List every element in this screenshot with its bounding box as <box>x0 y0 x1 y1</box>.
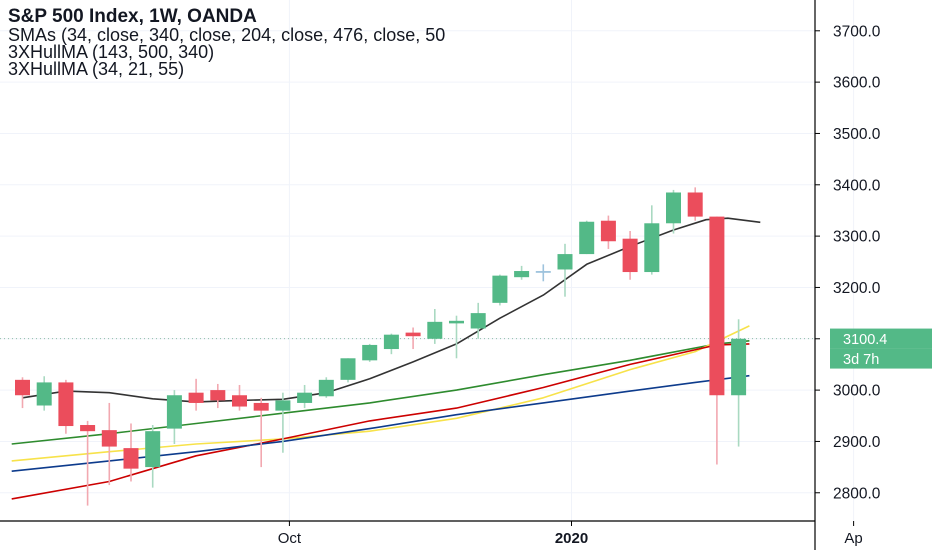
candle-body <box>210 390 226 401</box>
y-tick-label: 3500.0 <box>833 126 881 143</box>
candle <box>80 420 96 506</box>
y-tick-label: 3400.0 <box>833 177 881 194</box>
candle <box>362 343 378 362</box>
x-tick-label: Ap <box>844 530 862 547</box>
candle <box>579 220 595 255</box>
chart-legend: S&P 500 Index, 1W, OANDA SMAs (34, close… <box>8 6 445 79</box>
candle-body <box>492 275 508 303</box>
bar-countdown-label: 3d 7h <box>843 352 879 368</box>
candle <box>449 315 464 359</box>
moving-average-line <box>11 325 750 462</box>
candle <box>318 377 334 398</box>
moving-average-line <box>11 340 750 445</box>
candle <box>253 397 269 468</box>
candle-body <box>709 216 725 396</box>
axes: 2800.02900.03000.03100.03200.03300.03400… <box>0 0 881 550</box>
candle <box>15 377 30 409</box>
candle-body <box>166 395 182 429</box>
candle <box>557 243 573 297</box>
candle-body <box>101 430 117 447</box>
y-tick-label: 3700.0 <box>833 23 881 40</box>
last-price-tag <box>830 328 932 349</box>
y-tick-label: 2800.0 <box>833 485 881 502</box>
candle-body <box>15 379 30 396</box>
chart-title[interactable]: S&P 500 Index, 1W, OANDA <box>8 6 257 27</box>
candle <box>36 376 52 411</box>
candlesticks <box>15 187 747 506</box>
candle <box>405 327 421 350</box>
candle <box>210 383 226 409</box>
candle <box>427 309 443 344</box>
candle-body <box>731 338 747 396</box>
candle <box>666 189 681 234</box>
candle <box>232 384 247 411</box>
candle <box>644 205 660 275</box>
candle <box>622 230 638 280</box>
y-tick-label: 2900.0 <box>833 434 881 451</box>
candle <box>514 265 530 280</box>
candle-body <box>666 192 681 224</box>
candle-body <box>275 400 291 411</box>
candle-body <box>232 395 247 407</box>
candle-body <box>622 238 638 273</box>
candle <box>492 274 508 306</box>
candle <box>275 392 291 453</box>
candle-body <box>318 379 334 397</box>
candle <box>188 378 204 411</box>
legend-hullma-slow[interactable]: 3XHullMA (143, 500, 340) <box>8 42 214 62</box>
candle-body <box>145 431 161 468</box>
last-price-label: 3100.4 <box>843 332 887 348</box>
candle <box>600 215 616 249</box>
y-tick-label: 3300.0 <box>833 229 881 246</box>
legend-hullma-fast[interactable]: 3XHullMA (34, 21, 55) <box>8 59 184 79</box>
candle-body <box>535 271 551 273</box>
candle <box>340 358 356 383</box>
y-tick-label: 3200.0 <box>833 280 881 297</box>
candle-body <box>405 332 421 337</box>
candle <box>731 319 747 447</box>
candle-body <box>557 254 573 270</box>
candle <box>297 384 313 409</box>
candle-body <box>340 358 356 380</box>
price-tags: 3100.4 3d 7h <box>830 328 932 369</box>
candle <box>123 423 139 482</box>
x-tick-label: Oct <box>278 530 302 547</box>
y-tick-label: 3000.0 <box>833 383 881 400</box>
candle-body <box>514 271 530 278</box>
candle-body <box>253 402 269 411</box>
bar-countdown-tag <box>830 348 932 369</box>
candle-body <box>36 382 52 406</box>
candle-body <box>427 321 443 339</box>
candle <box>145 425 161 488</box>
candle <box>166 390 182 445</box>
candle-body <box>470 313 486 329</box>
candle-body <box>644 223 660 273</box>
y-tick-label: 3600.0 <box>833 75 881 92</box>
candle <box>535 264 551 282</box>
candle-body <box>600 220 616 242</box>
candle <box>687 187 703 221</box>
candle-body <box>383 334 399 350</box>
candle <box>58 379 74 434</box>
candle <box>101 402 117 486</box>
x-tick-label: 2020 <box>555 530 588 547</box>
candle <box>383 333 399 355</box>
candle-body <box>687 192 703 217</box>
grid-lines <box>0 0 855 521</box>
candle-body <box>297 392 313 403</box>
candle-body <box>80 425 96 432</box>
candle <box>709 216 725 465</box>
candle-body <box>123 448 139 469</box>
legend-smas[interactable]: SMAs (34, close, 340, close, 204, close,… <box>8 25 445 45</box>
candle-body <box>449 320 464 324</box>
candle-body <box>579 221 595 255</box>
candle <box>470 302 486 339</box>
candle-body <box>188 392 204 403</box>
candle-body <box>58 382 74 427</box>
candle-body <box>362 344 378 361</box>
